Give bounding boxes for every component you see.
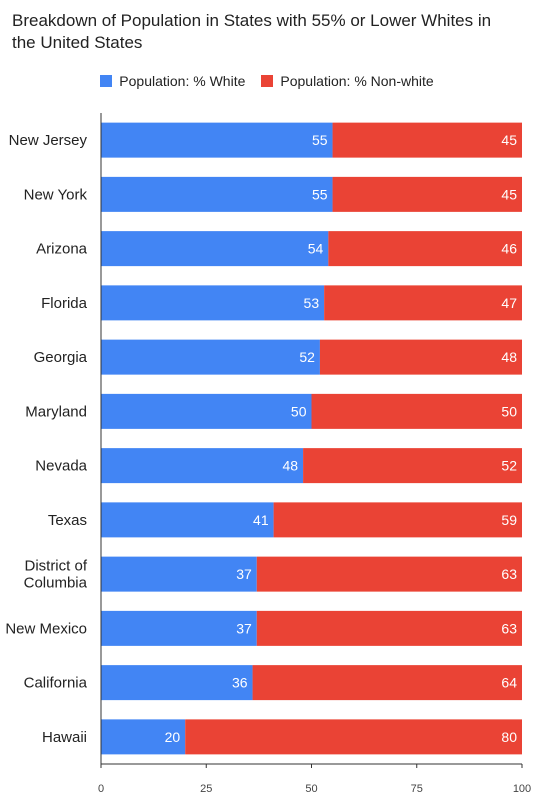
bar-population-white-hawaii[interactable]	[101, 719, 186, 755]
bar-population-white-new-jersey[interactable]	[101, 122, 333, 158]
category-label-new-york: New York	[24, 186, 88, 203]
data-label-population-non-white-hawaii: 80	[501, 729, 517, 745]
data-label-population-white-arizona: 54	[308, 241, 324, 257]
legend: Population: % White Population: % Non-wh…	[0, 71, 534, 91]
legend-item-white[interactable]: Population: % White	[100, 73, 245, 89]
data-label-population-non-white-arizona: 46	[501, 241, 517, 257]
bar-population-non-white-new-york[interactable]	[332, 176, 522, 212]
bar-population-non-white-georgia[interactable]	[319, 339, 522, 375]
bar-population-non-white-new-jersey[interactable]	[332, 122, 522, 158]
category-label-california: California	[24, 675, 88, 692]
data-label-population-non-white-new-york: 45	[501, 186, 517, 202]
x-tick-label-25: 25	[200, 783, 212, 795]
bar-population-non-white-hawaii[interactable]	[185, 719, 522, 755]
data-label-population-non-white-texas: 59	[501, 512, 517, 528]
bar-population-white-arizona[interactable]	[101, 231, 329, 267]
bar-population-non-white-texas[interactable]	[273, 502, 522, 538]
bar-population-white-new-mexico[interactable]	[101, 610, 257, 646]
legend-swatch-non-white	[261, 75, 274, 87]
category-label-arizona: Arizona	[36, 241, 88, 258]
x-tick-label-75: 75	[411, 783, 423, 795]
x-tick-label-0: 0	[98, 783, 104, 795]
data-label-population-non-white-california: 64	[501, 675, 517, 691]
x-tick-label-100: 100	[513, 783, 531, 795]
bar-population-white-maryland[interactable]	[101, 393, 312, 429]
bar-population-white-florida[interactable]	[101, 285, 325, 321]
data-label-population-white-district-of-columbia: 37	[236, 566, 252, 582]
data-label-population-white-georgia: 52	[299, 349, 315, 365]
bar-population-non-white-district-of-columbia[interactable]	[256, 556, 522, 592]
category-label-hawaii: Hawaii	[42, 729, 87, 746]
data-label-population-non-white-nevada: 52	[501, 458, 517, 474]
data-label-population-non-white-florida: 47	[501, 295, 517, 311]
category-label-district-of-columbia: District of Columbia	[24, 558, 88, 592]
legend-label-white: Population: % White	[119, 73, 246, 89]
chart-title: Breakdown of Population in States with 5…	[12, 11, 492, 52]
legend-label-non-white: Population: % Non-white	[280, 73, 434, 89]
data-label-population-white-hawaii: 20	[165, 729, 181, 745]
data-label-population-white-maryland: 50	[291, 403, 307, 419]
bar-population-white-district-of-columbia[interactable]	[101, 556, 257, 592]
data-label-population-non-white-maryland: 50	[501, 403, 517, 419]
bar-population-white-georgia[interactable]	[101, 339, 320, 375]
bar-population-non-white-nevada[interactable]	[303, 448, 522, 484]
bar-population-white-nevada[interactable]	[101, 448, 304, 484]
data-label-population-white-california: 36	[232, 675, 248, 691]
bar-population-non-white-florida[interactable]	[324, 285, 522, 321]
legend-item-non-white[interactable]: Population: % Non-white	[261, 73, 434, 89]
bar-population-non-white-maryland[interactable]	[311, 393, 523, 429]
data-label-population-white-texas: 41	[253, 512, 269, 528]
bar-population-white-new-york[interactable]	[101, 176, 333, 212]
bar-population-non-white-california[interactable]	[252, 665, 522, 701]
category-label-new-mexico: New Mexico	[5, 620, 87, 637]
x-tick-label-50: 50	[305, 783, 317, 795]
bar-population-non-white-new-mexico[interactable]	[256, 610, 522, 646]
data-label-population-non-white-new-jersey: 45	[501, 132, 517, 148]
category-label-maryland: Maryland	[25, 403, 87, 420]
category-label-texas: Texas	[48, 512, 87, 529]
data-label-population-white-nevada: 48	[283, 458, 299, 474]
data-label-population-non-white-georgia: 48	[501, 349, 517, 365]
category-label-georgia: Georgia	[34, 349, 88, 366]
data-label-population-non-white-new-mexico: 63	[501, 620, 517, 636]
bar-population-white-california[interactable]	[101, 665, 253, 701]
bar-population-non-white-arizona[interactable]	[328, 231, 522, 267]
category-label-new-jersey: New Jersey	[9, 132, 88, 149]
category-label-nevada: Nevada	[35, 458, 87, 475]
data-label-population-white-new-mexico: 37	[236, 620, 252, 636]
data-label-population-white-florida: 53	[304, 295, 320, 311]
data-label-population-white-new-york: 55	[312, 186, 328, 202]
category-label-florida: Florida	[41, 295, 88, 312]
data-label-population-white-new-jersey: 55	[312, 132, 328, 148]
legend-swatch-white	[100, 75, 113, 87]
data-label-population-non-white-district-of-columbia: 63	[501, 566, 517, 582]
bar-population-white-texas[interactable]	[101, 502, 274, 538]
